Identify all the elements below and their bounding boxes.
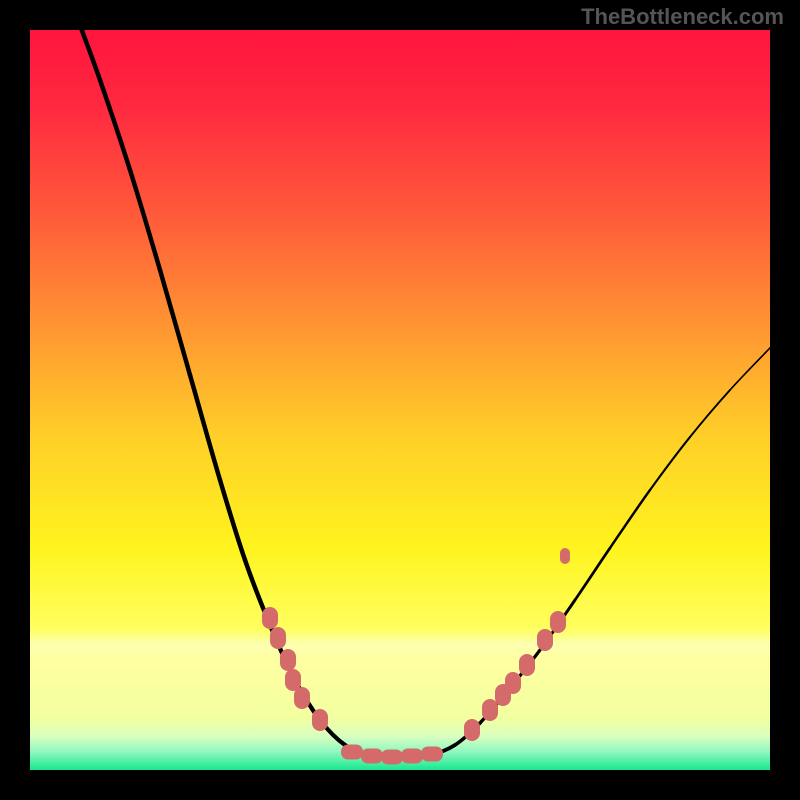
watermark-text: TheBottleneck.com: [581, 4, 784, 30]
chart-svg: [0, 0, 800, 800]
bottleneck-chart: TheBottleneck.com: [0, 0, 800, 800]
